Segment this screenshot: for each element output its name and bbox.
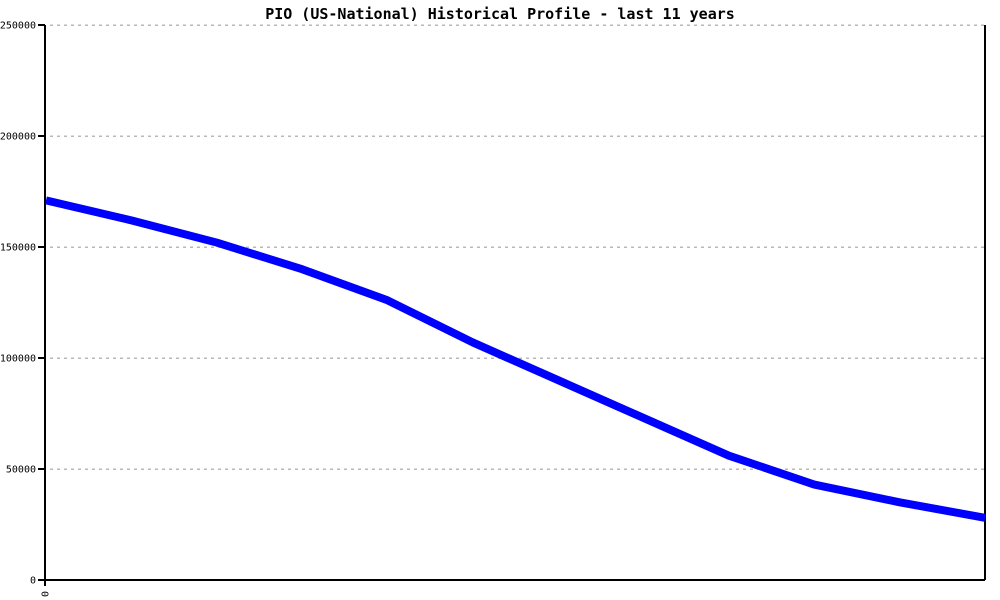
y-tick-label: 250000 [0, 21, 36, 32]
y-tick-label: 150000 [0, 243, 36, 254]
y-tick-label: 0 [30, 576, 36, 587]
y-tick-label: 100000 [0, 354, 36, 365]
x-tick-label: 0 [41, 591, 52, 597]
y-tick-label: 200000 [0, 132, 36, 143]
chart-title: PIO (US-National) Historical Profile - l… [265, 5, 735, 23]
y-tick-label: 50000 [6, 465, 36, 476]
data-line-series [45, 196, 986, 522]
